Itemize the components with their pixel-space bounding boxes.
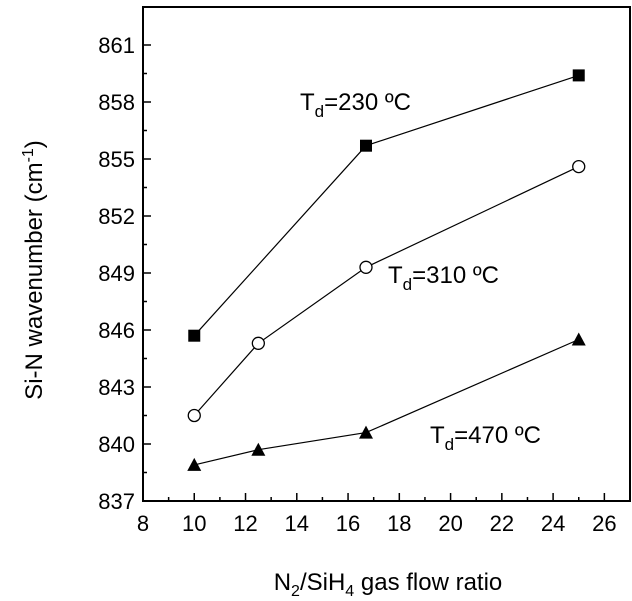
series-2 (187, 159, 586, 423)
series-3 (187, 332, 586, 471)
x-tick-label: 26 (592, 511, 616, 536)
data-point (188, 329, 201, 342)
x-tick-label: 24 (541, 511, 565, 536)
series-label-3: Td=470 ºC (430, 422, 541, 454)
series-1 (188, 69, 585, 342)
series-layer (187, 69, 586, 471)
series-line (193, 166, 579, 416)
plot-frame (142, 6, 631, 502)
series-label-2: Td=310 ºC (388, 262, 499, 294)
x-axis-title: N2/SiH4 gas flow ratio (274, 569, 503, 600)
data-point (572, 69, 585, 82)
y-tick-label: 837 (98, 489, 135, 514)
y-tick-label: 852 (98, 204, 135, 229)
data-point (572, 159, 586, 174)
y-axis-title: Si-N wavenumber (cm-1) (20, 140, 48, 400)
data-point (571, 332, 586, 346)
x-tick-label: 10 (182, 511, 206, 536)
data-point (359, 260, 373, 274)
data-point (359, 139, 372, 152)
x-tick-label: 14 (285, 511, 309, 536)
data-point (187, 408, 201, 423)
x-tick-label: 18 (387, 511, 411, 536)
data-point (187, 457, 202, 471)
y-tick-label: 855 (98, 147, 135, 172)
plot-border (142, 6, 631, 502)
x-tick-label: 12 (233, 511, 257, 536)
data-point (251, 442, 266, 456)
x-tick-label: 8 (137, 511, 149, 536)
y-tick-label: 858 (98, 90, 135, 115)
y-axis-ticks: 837 840 843 846 849 852 855 858 861 (98, 33, 151, 514)
y-tick-label: 846 (98, 318, 135, 343)
x-tick-label: 20 (438, 511, 462, 536)
series-line (194, 338, 579, 466)
data-point (358, 425, 373, 439)
series-labels: Td=230 ºC Td=310 ºC Td=470 ºC (300, 89, 541, 454)
y-tick-label: 840 (98, 432, 135, 457)
x-axis-ticks: 8 10 12 14 16 18 20 22 24 26 (137, 493, 617, 536)
x-tick-label: 22 (490, 511, 514, 536)
series-label-1: Td=230 ºC (300, 89, 411, 121)
x-tick-label: 16 (336, 511, 360, 536)
y-tick-label: 861 (98, 33, 135, 58)
y-tick-label: 843 (98, 375, 135, 400)
data-point (251, 336, 265, 350)
y-tick-label: 849 (98, 261, 135, 286)
